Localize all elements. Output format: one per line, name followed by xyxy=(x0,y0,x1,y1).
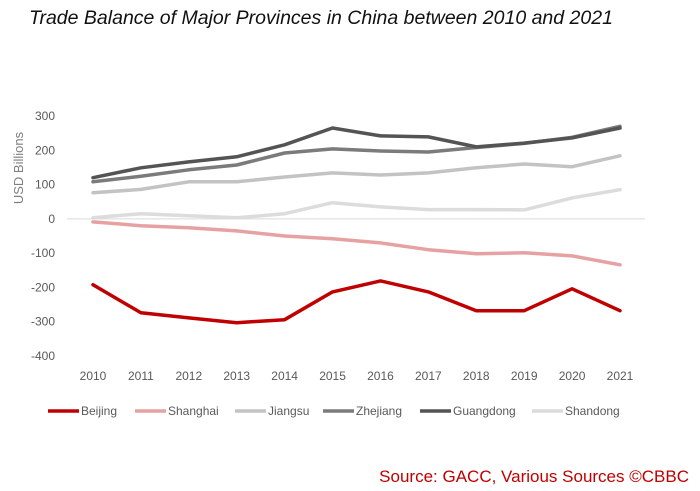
legend: Beijing Shanghai Jiangsu Zhejiang Guangdong S… xyxy=(48,404,620,418)
x-tick-label: 2021 xyxy=(607,369,634,383)
y-tick-label: 300 xyxy=(35,109,55,123)
x-axis-ticks: 2010 2011 2012 2013 2014 2015 2016 2017 2018 2019… xyxy=(80,369,634,383)
series-line-jiangsu xyxy=(91,154,622,195)
x-tick-label: 2019 xyxy=(511,369,538,383)
legend-item-shanghai: Shanghai xyxy=(135,404,219,418)
chart-title: Trade Balance of Major Provinces in Chin… xyxy=(29,7,613,29)
y-tick-label: 0 xyxy=(48,212,55,226)
y-tick-label: 100 xyxy=(35,178,55,192)
x-tick-label: 2010 xyxy=(80,369,107,383)
y-tick-label: -200 xyxy=(31,280,55,294)
x-tick-label: 2013 xyxy=(223,369,250,383)
series-lines xyxy=(91,124,622,325)
legend-item-guangdong: Guangdong xyxy=(420,404,516,418)
x-tick-label: 2012 xyxy=(175,369,202,383)
legend-item-zhejiang: Zhejiang xyxy=(323,404,402,418)
y-tick-label: -400 xyxy=(31,349,55,363)
legend-label: Zhejiang xyxy=(356,404,402,418)
x-tick-label: 2020 xyxy=(559,369,586,383)
x-tick-label: 2016 xyxy=(367,369,394,383)
legend-label: Shanghai xyxy=(168,404,219,418)
legend-label: Shandong xyxy=(565,404,620,418)
source-note: Source: GACC, Various Sources ©CBBC xyxy=(379,467,689,486)
y-axis-label: USD Billions xyxy=(11,131,26,204)
y-axis-ticks: 300 200 100 0 -100 -200 -300 -400 xyxy=(31,109,55,363)
series-line-shandong xyxy=(91,187,622,220)
legend-label: Jiangsu xyxy=(268,404,309,418)
series-line-beijing xyxy=(91,279,622,325)
x-tick-label: 2018 xyxy=(463,369,490,383)
y-tick-label: -300 xyxy=(31,315,55,329)
x-tick-label: 2011 xyxy=(128,369,154,383)
y-tick-label: 200 xyxy=(35,143,55,157)
legend-label: Guangdong xyxy=(453,404,516,418)
x-tick-label: 2015 xyxy=(319,369,346,383)
legend-item-shandong: Shandong xyxy=(532,404,620,418)
x-tick-label: 2014 xyxy=(271,369,298,383)
x-tick-label: 2017 xyxy=(415,369,442,383)
series-line-shanghai xyxy=(91,220,622,267)
legend-label: Beijing xyxy=(81,404,117,418)
series-line-guangdong xyxy=(91,126,622,180)
legend-item-jiangsu: Jiangsu xyxy=(235,404,309,418)
legend-item-beijing: Beijing xyxy=(48,404,117,418)
y-tick-label: -100 xyxy=(31,246,55,260)
